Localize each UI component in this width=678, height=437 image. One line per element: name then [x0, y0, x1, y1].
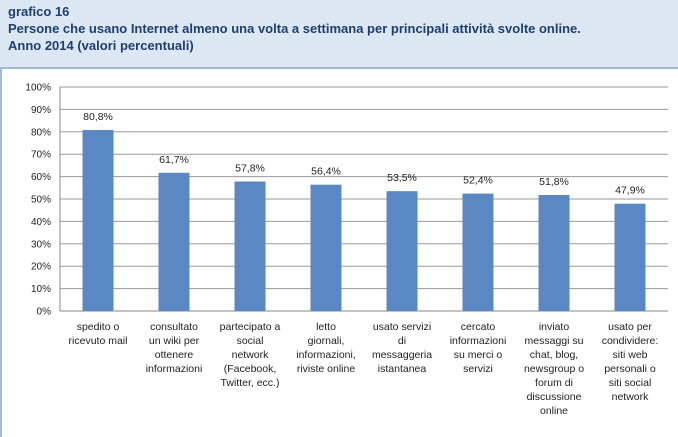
bar [158, 172, 190, 311]
data-label: 52,4% [463, 175, 493, 187]
data-label: 56,4% [311, 166, 341, 178]
bars [82, 130, 646, 311]
y-tick-label: 50% [31, 195, 51, 206]
data-label: 80,8% [83, 111, 113, 123]
y-tick-label: 80% [31, 127, 51, 138]
category-labels: spedito o ricevuto mail consultato un wiki … [69, 321, 659, 417]
category-label: spedito o ricevuto mail [69, 321, 128, 347]
category-label: consultato un wiki per ottenere informazion… [146, 321, 203, 375]
figure-header: grafico 16 Persone che usano Internet al… [0, 0, 678, 68]
y-tick-label: 70% [31, 150, 51, 161]
bar [234, 181, 266, 311]
bar [614, 203, 646, 311]
y-axis-ticks: 0% 10% 20% 30% 40% 50% 60% 70% 80% 90% 100% [25, 83, 51, 318]
category-label: partecipato a social network (Facebook, Twit… [220, 321, 281, 389]
left-border [0, 68, 2, 437]
y-tick-label: 20% [31, 262, 51, 273]
data-label: 57,8% [235, 163, 265, 175]
data-label: 51,8% [539, 176, 569, 188]
data-label: 53,5% [387, 172, 417, 184]
category-label: cercato informazioni su merci o servizi [450, 321, 507, 375]
y-tick-label: 40% [31, 217, 51, 228]
grid-layer [59, 86, 668, 312]
y-tick-label: 60% [31, 172, 51, 183]
bar [538, 194, 570, 311]
chart-title: Persone che usano Internet almeno una vo… [8, 21, 581, 36]
figure-label: grafico 16 [8, 4, 70, 19]
data-label: 47,9% [615, 185, 645, 197]
category-label: inviato messaggi su chat, blog, newsgroup o… [524, 321, 584, 417]
bar [462, 193, 494, 311]
category-label: usato servizi di messaggeria istantanea [372, 321, 432, 375]
y-tick-label: 30% [31, 239, 51, 250]
header-divider [0, 67, 678, 69]
bar [82, 130, 114, 311]
category-label: usato per condividere: siti web personali o… [602, 321, 659, 403]
y-tick-label: 0% [37, 307, 52, 318]
bar [310, 184, 342, 311]
value-labels: 80,8% 61,7% 57,8% 56,4% 53,5% 52,4% 51,8% 47,9% [83, 111, 645, 197]
y-tick-label: 90% [31, 105, 51, 116]
bar [386, 191, 418, 311]
y-tick-label: 10% [31, 284, 51, 295]
category-label: letto giornali, informazioni, riviste onlin… [296, 321, 356, 375]
y-tick-label: 100% [25, 83, 51, 94]
data-label: 61,7% [159, 154, 189, 166]
chart-subtitle: Anno 2014 (valori percentuali) [8, 38, 194, 53]
